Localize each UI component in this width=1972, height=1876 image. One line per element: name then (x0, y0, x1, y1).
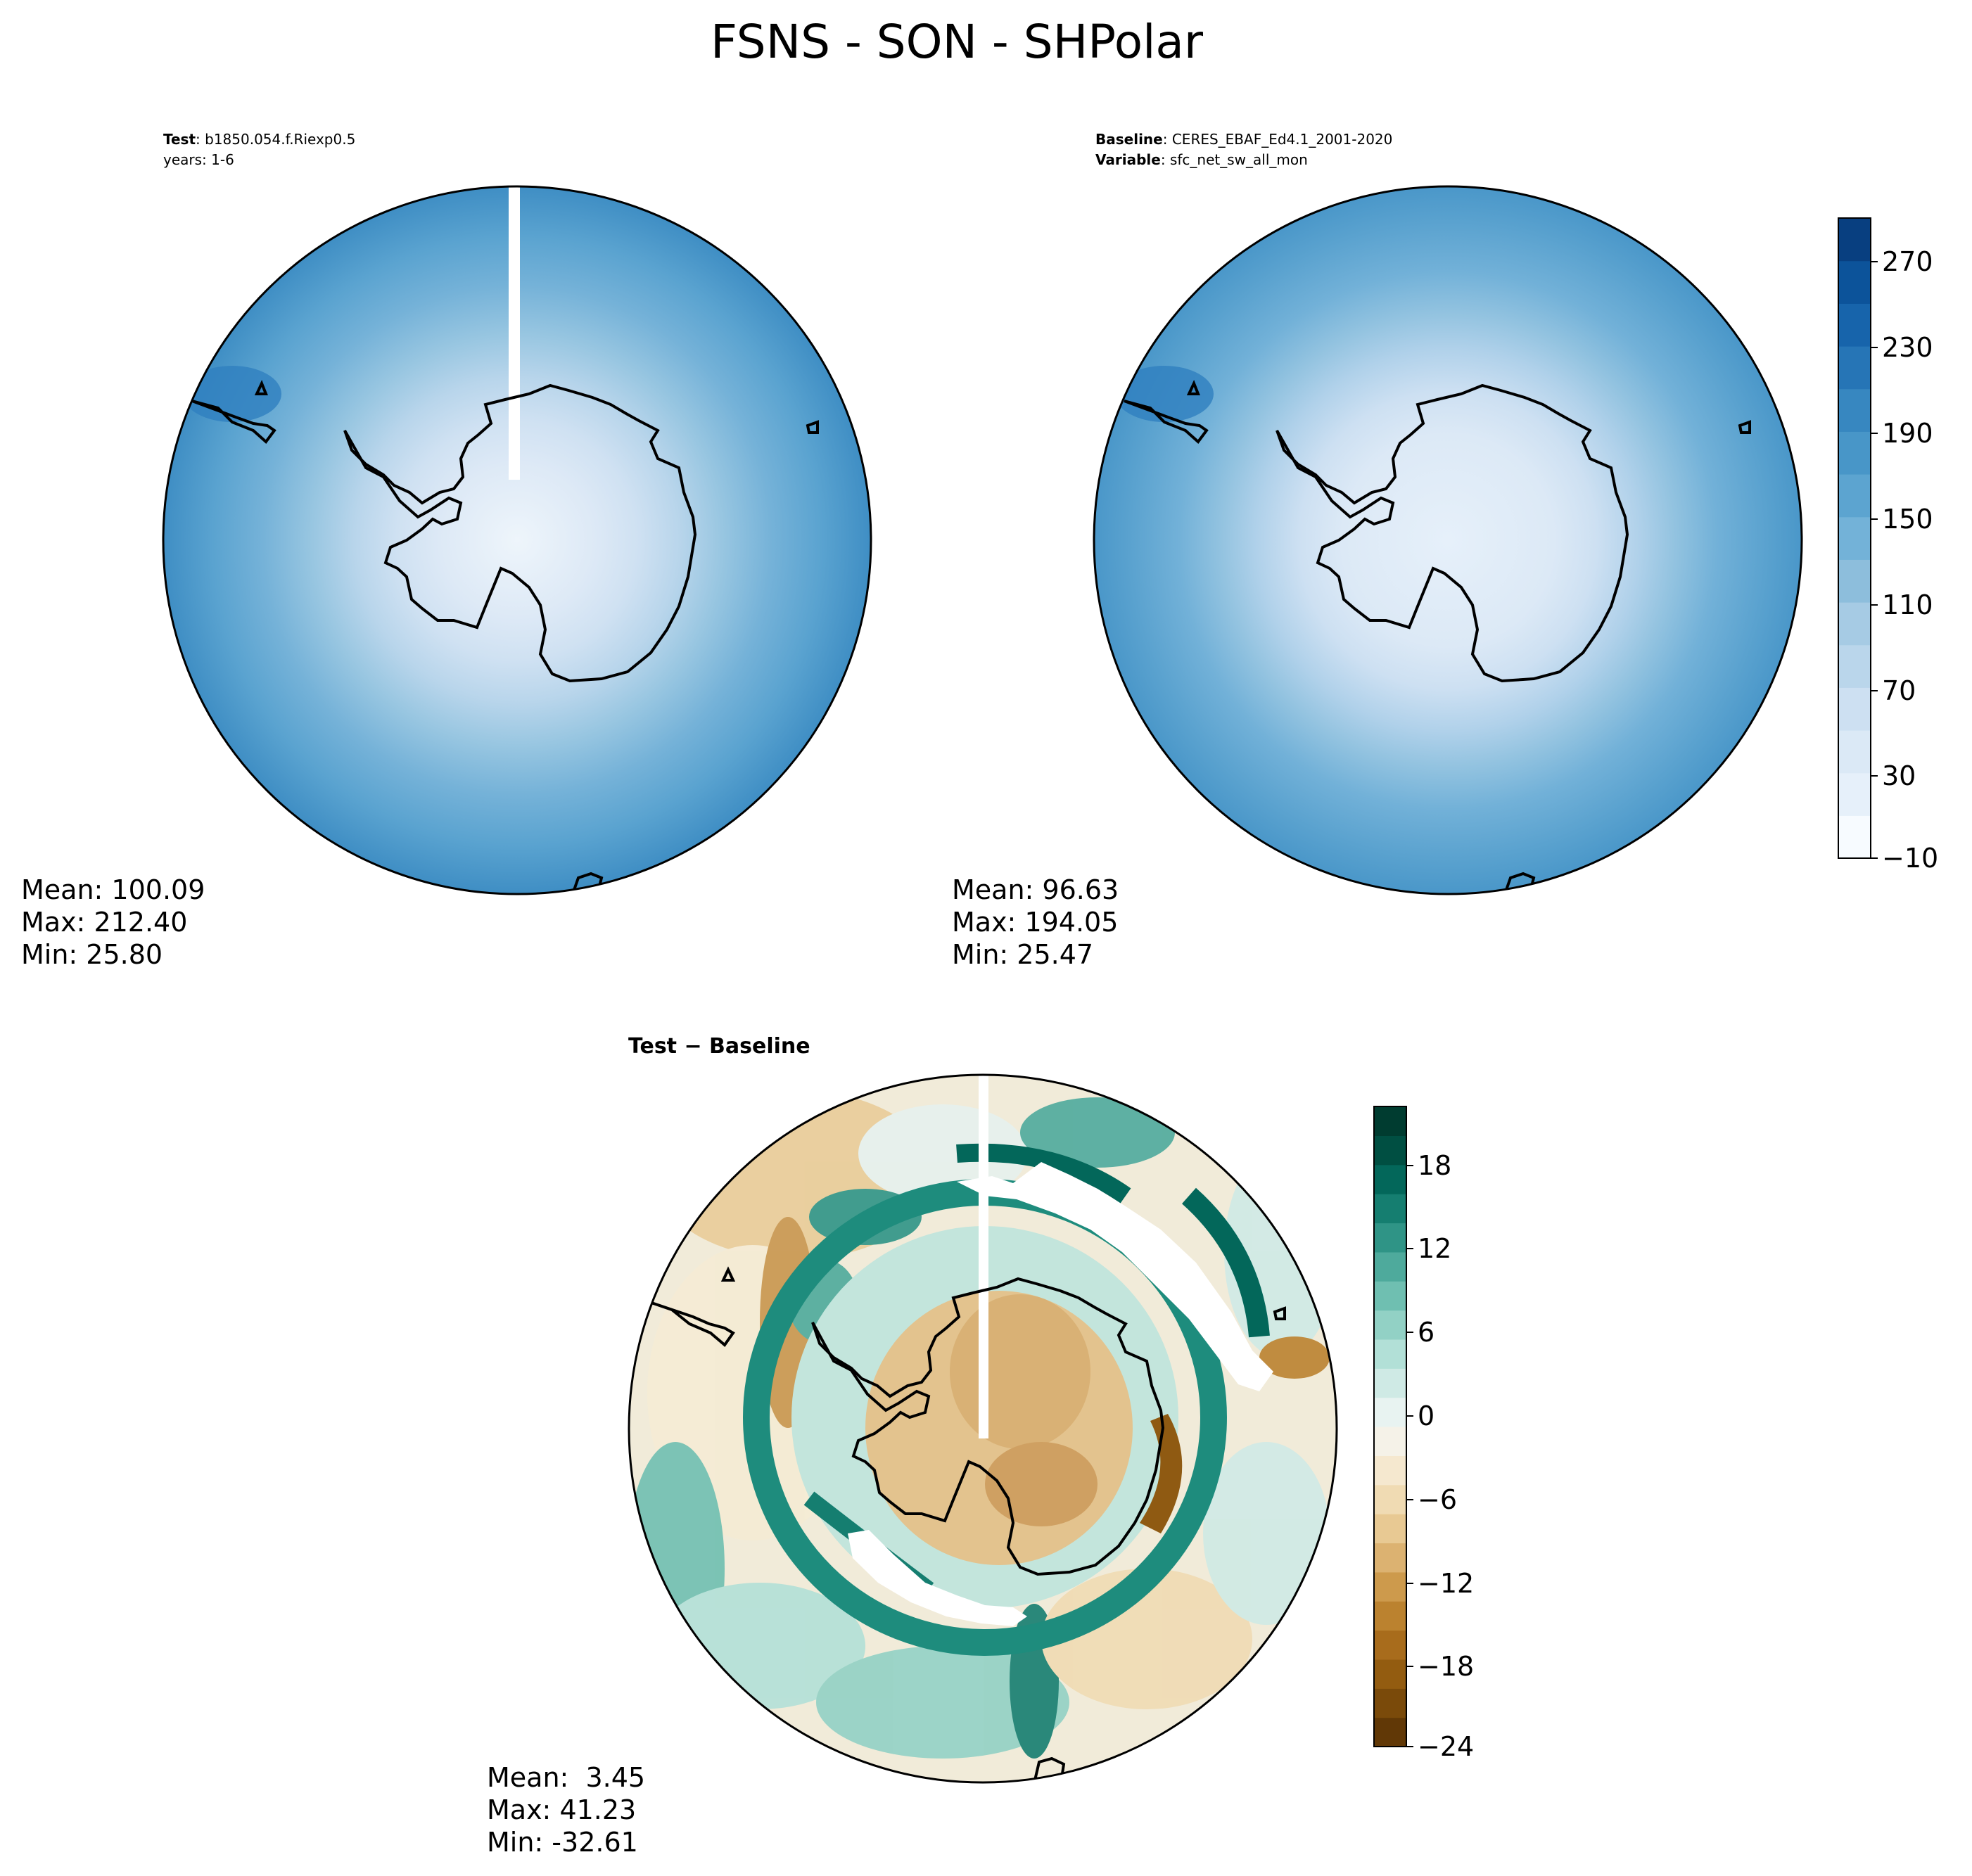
main-colorbar-band (1838, 687, 1871, 731)
diff-colorbar-ticks: 18 12 6 0 −6 −12 −18 −24 (1406, 1150, 1474, 1762)
baseline-max: Max: 194.05 (952, 907, 1118, 938)
diff-colorbar-band (1374, 1106, 1406, 1136)
test-panel: Test: b1850.054.f.Riexp0.5 years: 1-6 Me… (21, 131, 872, 970)
main-colorbar-tick-label: 230 (1882, 332, 1933, 363)
main-colorbar-band (1838, 730, 1871, 774)
test-mean: Mean: 100.09 (21, 874, 205, 905)
diff-colorbar-tick-label: 0 (1418, 1400, 1435, 1431)
diff-colorbar-frame (1373, 1106, 1407, 1747)
test-stats: Mean: 100.09 Max: 212.40 Min: 25.80 (21, 874, 205, 970)
diff-colorbar-tick-label: −6 (1418, 1484, 1457, 1515)
main-colorbar-band (1838, 388, 1871, 432)
main-colorbar-band (1838, 260, 1871, 304)
test-years: years: 1-6 (163, 151, 234, 168)
diff-colorbar-band (1374, 1194, 1406, 1224)
diff-missing-weddell (848, 1530, 1027, 1626)
baseline-variable: Variable: sfc_net_sw_all_mon (1095, 151, 1308, 168)
diff-colorbar-band (1374, 1427, 1406, 1456)
main-colorbar-band (1838, 559, 1871, 603)
diff-max: Max: 41.23 (487, 1794, 636, 1825)
main-colorbar-tick-label: 270 (1882, 246, 1933, 277)
diff-colorbar-band (1374, 1251, 1406, 1282)
diff-colorbar-tick-label: −18 (1418, 1651, 1474, 1682)
baseline-mean: Mean: 96.63 (952, 874, 1119, 905)
diff-colorbar-band (1374, 1310, 1406, 1340)
test-label: Test: b1850.054.f.Riexp0.5 (163, 131, 355, 148)
test-label-bold: Test (163, 131, 196, 148)
diff-min: Min: -32.61 (487, 1827, 638, 1858)
diff-colorbar-band (1374, 1397, 1406, 1427)
baseline-min: Min: 25.47 (952, 939, 1093, 970)
main-colorbar-tick-label: −10 (1882, 843, 1938, 874)
test-map-boundary (162, 185, 872, 895)
diff-colorbar-band (1374, 1164, 1406, 1194)
baseline-label: Baseline: CERES_EBAF_Ed4.1_2001-2020 (1095, 131, 1392, 148)
diff-colorbar-band (1374, 1368, 1406, 1398)
test-max: Max: 212.40 (21, 907, 187, 938)
baseline-variable-name: sfc_net_sw_all_mon (1170, 151, 1308, 168)
diff-colorbar: 18 12 6 0 −6 −12 −18 −24 (1373, 1106, 1474, 1762)
diff-colorbar-tick-label: −24 (1418, 1731, 1474, 1762)
main-colorbar-band (1838, 218, 1871, 262)
test-coastline (191, 379, 819, 893)
baseline-variable-bold: Variable (1095, 151, 1161, 168)
main-colorbar-band (1838, 602, 1871, 646)
main-colorbar-band (1838, 346, 1871, 390)
diff-map (629, 1075, 1337, 1782)
diff-colorbar-band (1374, 1339, 1406, 1369)
baseline-map-boundary (1093, 185, 1803, 895)
main-colorbar-tick-label: 70 (1882, 675, 1916, 706)
main-colorbar-tick-label: 150 (1882, 504, 1933, 535)
baseline-dataset-name: CERES_EBAF_Ed4.1_2001-2020 (1172, 131, 1393, 148)
baseline-stats: Mean: 96.63 Max: 194.05 Min: 25.47 (952, 874, 1119, 970)
diff-colorbar-band (1374, 1571, 1406, 1602)
main-colorbar-frame (1838, 217, 1871, 859)
diff-colorbar-band (1374, 1717, 1406, 1747)
diff-colorbar-band (1374, 1514, 1406, 1544)
baseline-map (1094, 186, 1802, 894)
baseline-label-bold: Baseline (1095, 131, 1163, 148)
diff-colorbar-tick-label: 18 (1418, 1150, 1451, 1181)
baseline-coastline (1124, 379, 1751, 893)
diff-colorbar-band (1374, 1601, 1406, 1631)
diff-colorbar-band (1374, 1455, 1406, 1486)
diff-colorbar-bands (1374, 1106, 1406, 1747)
main-colorbar-band (1838, 815, 1871, 859)
test-min: Min: 25.80 (21, 939, 163, 970)
main-colorbar-tick-label: 190 (1882, 418, 1933, 449)
diff-label: Test − Baseline (628, 1034, 810, 1059)
diff-colorbar-band (1374, 1223, 1406, 1253)
diff-colorbar-band (1374, 1281, 1406, 1311)
figure-title: FSNS - SON - SHPolar (711, 15, 1204, 69)
main-colorbar-band (1838, 474, 1871, 518)
main-colorbar-band (1838, 772, 1871, 816)
diff-colorbar-band (1374, 1484, 1406, 1514)
main-colorbar-band (1838, 431, 1871, 475)
diff-colorbar-tick-label: −12 (1418, 1568, 1474, 1599)
diff-colorbar-band (1374, 1543, 1406, 1573)
diff-mean: Mean: 3.45 (487, 1762, 645, 1793)
baseline-panel: Baseline: CERES_EBAF_Ed4.1_2001-2020 Var… (952, 131, 1803, 970)
main-colorbar-ticks: 270 230 190 150 110 70 30 −10 (1871, 246, 1938, 874)
test-case-name: b1850.054.f.Riexp0.5 (205, 131, 355, 148)
diff-coastline (647, 1266, 1286, 1782)
diff-map-boundary (628, 1073, 1338, 1784)
diff-colorbar-band (1374, 1135, 1406, 1166)
main-colorbar-band (1838, 516, 1871, 560)
main-colorbar-bands (1838, 218, 1871, 859)
diff-colorbar-tick-label: 6 (1418, 1317, 1435, 1348)
diff-colorbar-band (1374, 1630, 1406, 1660)
main-colorbar-band (1838, 303, 1871, 347)
diff-stats: Mean: 3.45 Max: 41.23 Min: -32.61 (487, 1762, 645, 1858)
diff-colorbar-band (1374, 1688, 1406, 1718)
main-colorbar: 270 230 190 150 110 70 30 −10 (1838, 217, 1938, 874)
main-colorbar-band (1838, 644, 1871, 688)
main-colorbar-tick-label: 30 (1882, 760, 1916, 791)
diff-colorbar-band (1374, 1659, 1406, 1689)
diff-panel: Test − Baseline (487, 1034, 1338, 1858)
diff-colorbar-tick-label: 12 (1418, 1233, 1451, 1264)
main-colorbar-tick-label: 110 (1882, 589, 1933, 620)
test-map (163, 186, 871, 894)
